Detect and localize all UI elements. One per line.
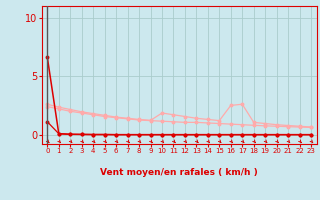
- X-axis label: Vent moyen/en rafales ( km/h ): Vent moyen/en rafales ( km/h ): [100, 168, 258, 177]
